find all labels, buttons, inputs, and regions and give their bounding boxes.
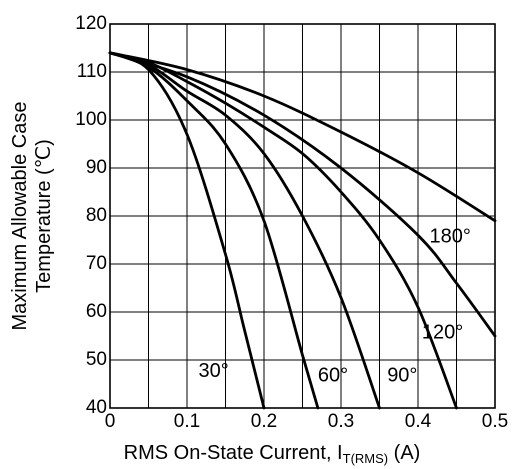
series-line-4 (108, 51, 458, 410)
series-line-2 (108, 51, 320, 410)
series-line-6 (108, 51, 497, 338)
x-tick-label: 0.5 (482, 411, 508, 432)
y-axis-label-line-1: Maximum Allowable Case (9, 102, 31, 331)
y-tick-labels: 120 110 100 90 80 70 60 50 40 (75, 13, 107, 418)
y-tick-label: 50 (86, 349, 107, 370)
curve-label-5: 180° (430, 225, 471, 247)
x-tick-label: 0 (105, 411, 116, 432)
y-tick-label: 120 (75, 13, 107, 34)
series-lines (108, 51, 497, 410)
x-tick-label: 0.2 (251, 411, 277, 432)
curve-label-3: 90° (387, 365, 417, 387)
y-axis-label-line-2: Temperature (℃) (33, 139, 55, 293)
y-tick-label: 80 (86, 205, 107, 226)
x-tick-labels: 0 0.1 0.2 0.3 0.4 0.5 (105, 411, 509, 432)
x-tick-label: 0.3 (328, 411, 354, 432)
curve-label-4: 120° (422, 321, 463, 343)
y-tick-label: 40 (86, 397, 107, 418)
y-tick-label: 90 (86, 157, 107, 178)
y-tick-label: 100 (75, 109, 107, 130)
y-tick-label: 110 (77, 61, 107, 82)
x-tick-label: 0.4 (405, 411, 432, 432)
curve-label-2: 60° (318, 365, 348, 387)
series-line-5 (108, 51, 497, 223)
x-axis-label: RMS On-State Current, IT(RMS) (A) (124, 442, 421, 466)
curve-label-1: 30° (199, 360, 229, 382)
y-tick-label: 60 (86, 301, 107, 322)
y-tick-label: 70 (86, 253, 107, 274)
x-tick-label: 0.1 (174, 411, 200, 432)
curve-labels: 30° 60° 90°120° 180° (199, 225, 471, 386)
series-line-3 (108, 51, 381, 410)
series-line-1 (108, 51, 266, 410)
plot-frame (109, 23, 496, 409)
